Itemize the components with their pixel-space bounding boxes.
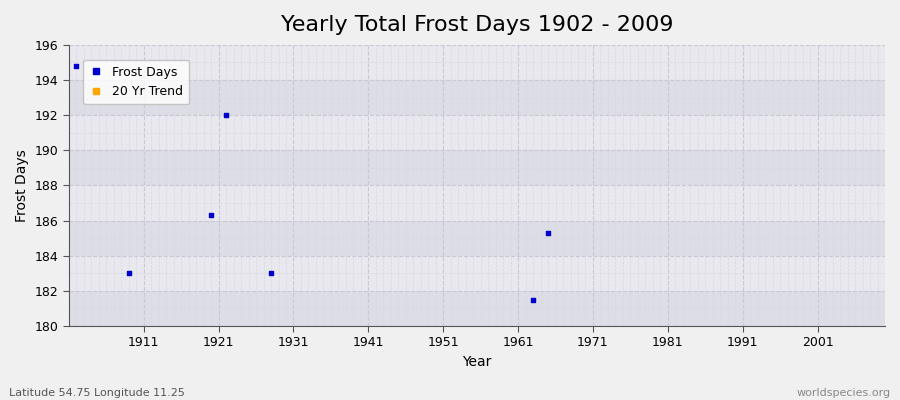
Title: Yearly Total Frost Days 1902 - 2009: Yearly Total Frost Days 1902 - 2009	[281, 15, 673, 35]
Legend: Frost Days, 20 Yr Trend: Frost Days, 20 Yr Trend	[84, 60, 189, 104]
X-axis label: Year: Year	[463, 355, 491, 369]
Point	[69, 63, 84, 69]
Point	[219, 112, 233, 118]
Point	[122, 270, 136, 276]
Bar	[68, 221, 885, 256]
Y-axis label: Frost Days: Frost Days	[15, 149, 29, 222]
Bar	[68, 186, 885, 221]
Point	[541, 230, 555, 236]
Bar	[68, 115, 885, 150]
Bar	[68, 256, 885, 291]
Bar	[68, 45, 885, 80]
Point	[526, 296, 540, 303]
Bar	[68, 150, 885, 186]
Bar	[68, 291, 885, 326]
Text: Latitude 54.75 Longitude 11.25: Latitude 54.75 Longitude 11.25	[9, 388, 184, 398]
Bar	[68, 80, 885, 115]
Text: worldspecies.org: worldspecies.org	[796, 388, 891, 398]
Point	[204, 212, 219, 218]
Point	[264, 270, 278, 276]
